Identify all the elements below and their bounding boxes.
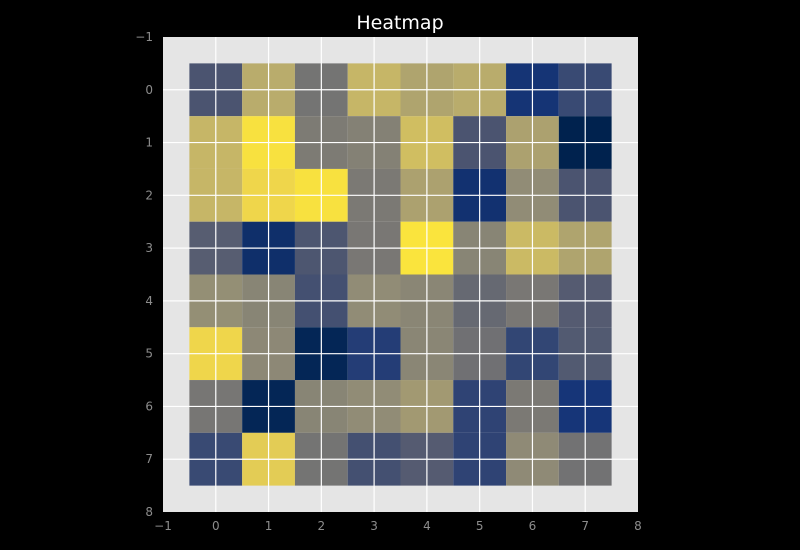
x-axis-ticks: −1 0 1 2 3 4 5 6 7 8 bbox=[154, 519, 642, 533]
y-tick-label: 4 bbox=[145, 294, 153, 308]
y-tick-label: 3 bbox=[145, 241, 153, 255]
x-tick-label: 5 bbox=[476, 519, 484, 533]
x-tick-label: 4 bbox=[423, 519, 431, 533]
x-tick-label: 7 bbox=[581, 519, 589, 533]
y-tick-label: 0 bbox=[145, 83, 153, 97]
y-tick-label: 7 bbox=[145, 452, 153, 466]
y-tick-label: 5 bbox=[145, 347, 153, 361]
y-tick-label: 2 bbox=[145, 188, 153, 202]
x-tick-label: 6 bbox=[529, 519, 537, 533]
x-tick-label: 3 bbox=[370, 519, 378, 533]
x-tick-label: −1 bbox=[154, 519, 172, 533]
chart-title: Heatmap bbox=[356, 12, 443, 34]
x-tick-label: 1 bbox=[265, 519, 273, 533]
y-tick-label: 8 bbox=[145, 505, 153, 519]
y-axis-ticks: −1 0 1 2 3 4 5 6 7 8 bbox=[135, 30, 153, 519]
y-tick-label: −1 bbox=[135, 30, 153, 44]
heatmap-cells bbox=[189, 63, 612, 486]
x-tick-label: 0 bbox=[212, 519, 220, 533]
grid-lines bbox=[163, 37, 638, 512]
y-tick-label: 6 bbox=[145, 399, 153, 413]
x-tick-label: 2 bbox=[318, 519, 326, 533]
x-tick-label: 8 bbox=[634, 519, 642, 533]
y-tick-label: 1 bbox=[145, 136, 153, 150]
